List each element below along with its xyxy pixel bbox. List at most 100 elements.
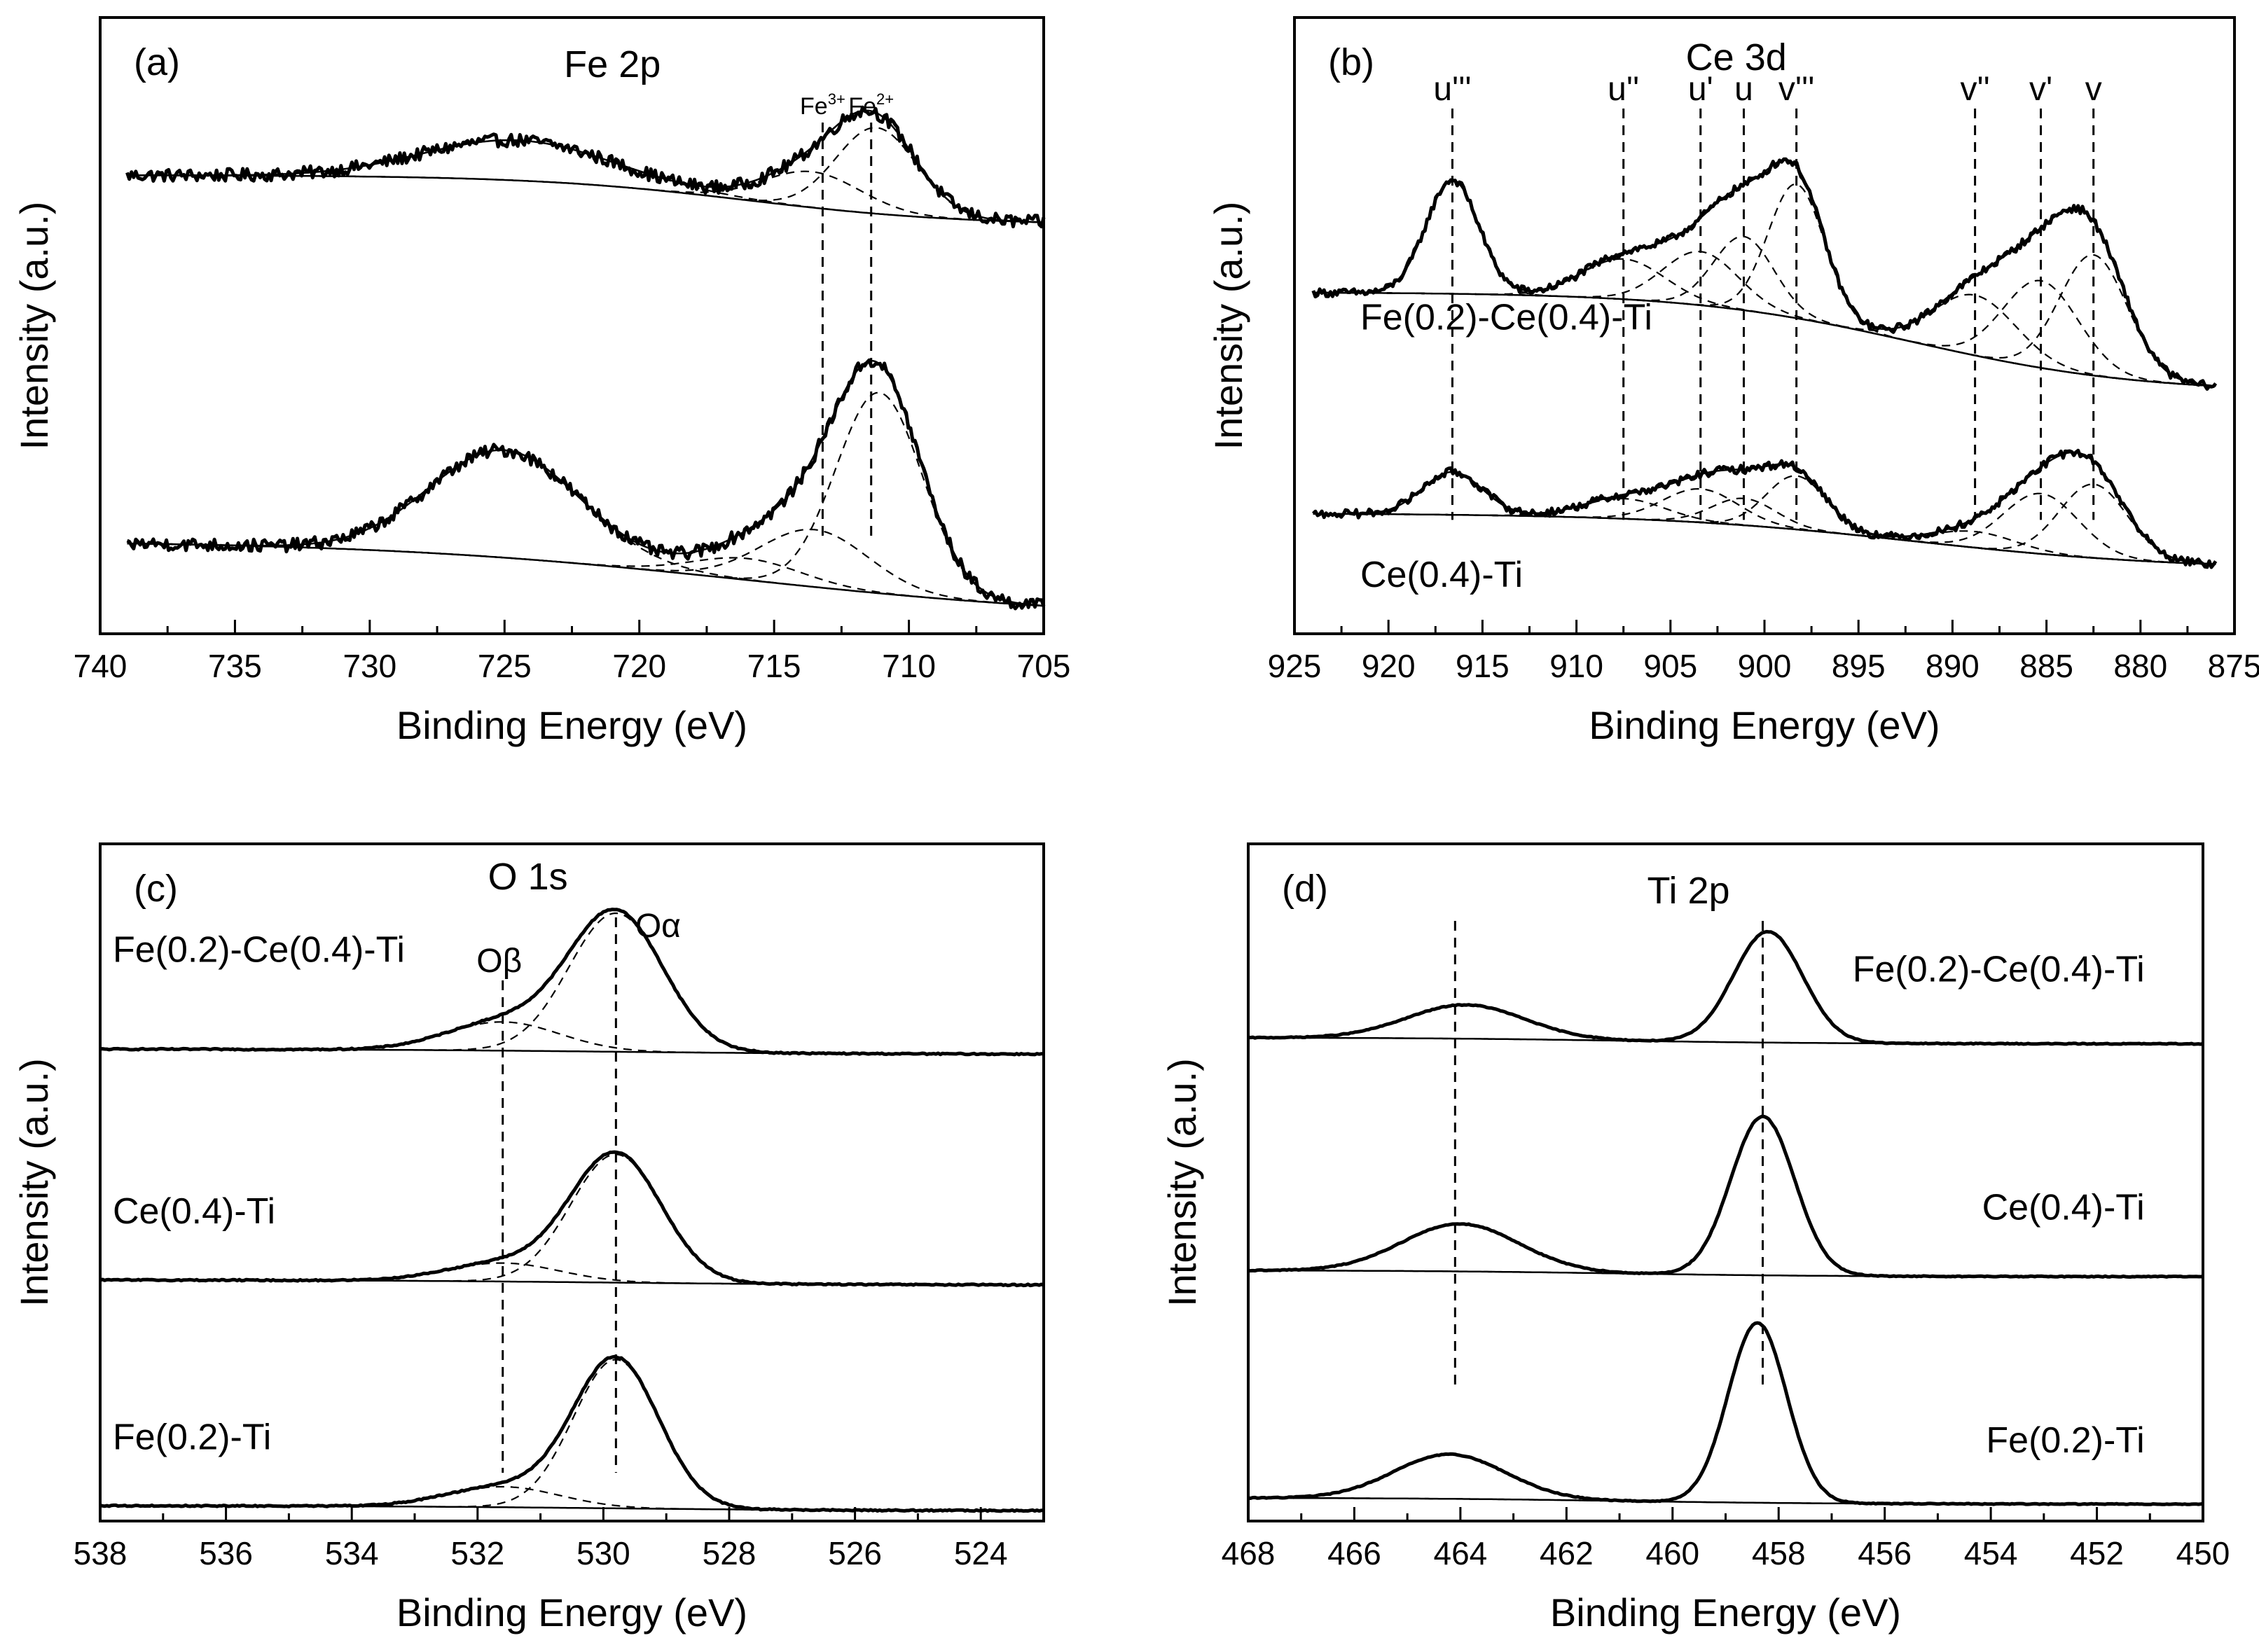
- x-axis-title: Binding Energy (eV): [1550, 1590, 1901, 1634]
- fit-component: [1248, 1004, 2203, 1045]
- x-tick-label: 915: [1456, 648, 1510, 684]
- x-tick-label: 710: [882, 648, 936, 684]
- x-tick-label: 890: [1926, 648, 1980, 684]
- series-Ce(0.4)-Ti: Ce(0.4)-Ti: [1312, 448, 2218, 595]
- fit-component: [1313, 254, 2216, 387]
- x-tick-label: 460: [1645, 1535, 1699, 1571]
- series-Fe(0.2)-Ce(0.4)-Ti: Fe(0.2)-Ce(0.4)-Ti: [1248, 929, 2204, 1046]
- panel-b: 925 920 915 910 905 900 895 890 885 880 875 Binding…: [1206, 16, 2259, 747]
- x-tick-label: 885: [2019, 648, 2073, 684]
- axis-frame: [99, 16, 1045, 635]
- x-tick-label: 524: [954, 1535, 1008, 1571]
- fit-component: [100, 1021, 1044, 1055]
- series-lower: [126, 358, 1046, 611]
- x-tick-label: 456: [1858, 1535, 1912, 1571]
- fit-component: [100, 1262, 1044, 1286]
- panel-title: Ti 2p: [1647, 870, 1729, 912]
- fit-component: [1248, 1223, 2203, 1277]
- peak-label: u: [1734, 71, 1753, 108]
- series-label: Ce(0.4)-Ti: [1360, 555, 1523, 595]
- panel-a: 740 735 730 725 720 715 710 705 Binding Energy (…: [12, 16, 1071, 747]
- x-tick-label: 875: [2208, 648, 2259, 684]
- x-tick-label: 532: [450, 1535, 504, 1571]
- fit-component: [1313, 475, 2216, 565]
- x-tick-label: 720: [612, 648, 666, 684]
- x-tick-label: 730: [343, 648, 396, 684]
- x-tick-label: 464: [1434, 1535, 1488, 1571]
- x-tick-label: 462: [1540, 1535, 1594, 1571]
- x-tick-label: 534: [325, 1535, 379, 1571]
- peak-label: v': [2029, 71, 2052, 108]
- fit-component: [1313, 492, 2216, 565]
- x-tick-label: 900: [1738, 648, 1792, 684]
- background-line: [127, 174, 1044, 223]
- panel-title: Ce 3d: [1686, 36, 1787, 78]
- spectrum-line: [1248, 1321, 2204, 1506]
- peak-label: Fe3+: [800, 90, 845, 120]
- peak-label: v''': [1778, 71, 1815, 108]
- x-tick-label: 528: [703, 1535, 757, 1571]
- fit-component: [1313, 179, 2216, 387]
- peak-label: Oα: [635, 908, 681, 945]
- panel-tag: (a): [134, 41, 180, 83]
- background-line: [127, 542, 1044, 607]
- series-label: Ce(0.4)-Ti: [113, 1191, 275, 1232]
- peak-label: u': [1688, 71, 1713, 108]
- x-tick-label: 880: [2113, 648, 2167, 684]
- x-tick-label: 735: [208, 648, 262, 684]
- x-axis-title: Binding Energy (eV): [1589, 703, 1940, 747]
- series-Ce(0.4)-Ti: Ce(0.4)-Ti: [99, 1150, 1044, 1288]
- peak-label-superscript: 3+: [828, 90, 845, 108]
- series-label: Fe(0.2)-Ce(0.4)-Ti: [1853, 949, 2145, 990]
- series-label: Ce(0.4)-Ti: [1982, 1187, 2145, 1228]
- panel-title: O 1s: [488, 856, 568, 898]
- x-axis-title: Binding Energy (eV): [396, 703, 747, 747]
- fit-envelope: [1313, 158, 2216, 387]
- x-tick-label: 536: [199, 1535, 253, 1571]
- series-Fe(0.2)-Ti: Fe(0.2)-Ti: [1248, 1321, 2204, 1506]
- series-label: Fe(0.2)-Ti: [113, 1417, 271, 1457]
- series-upper: [125, 105, 1046, 229]
- peak-label: u'': [1608, 71, 1639, 108]
- y-axis-title: Intensity (a.u.): [12, 1058, 56, 1307]
- series-label: Fe(0.2)-Ce(0.4)-Ti: [113, 929, 405, 970]
- spectrum-line: [1248, 1114, 2204, 1279]
- series-Fe(0.2)-Ti: Fe(0.2)-Ti: [99, 1354, 1044, 1513]
- x-tick-label: 538: [74, 1535, 127, 1571]
- x-tick-label: 450: [2176, 1535, 2230, 1571]
- x-tick-label: 466: [1327, 1535, 1381, 1571]
- x-tick-label: 454: [1964, 1535, 2018, 1571]
- series-label: Fe(0.2)-Ce(0.4)-Ti: [1360, 298, 1652, 338]
- series-label: Fe(0.2)-Ti: [1986, 1420, 2144, 1461]
- x-tick-label: 530: [576, 1535, 630, 1571]
- x-tick-label: 740: [74, 648, 127, 684]
- panel-tag: (d): [1282, 868, 1328, 910]
- x-tick-label: 905: [1643, 648, 1697, 684]
- fit-component: [127, 449, 1044, 607]
- series-Fe(0.2)-Ce(0.4)-Ti: Fe(0.2)-Ce(0.4)-Ti: [99, 908, 1044, 1057]
- fit-envelope: [127, 359, 1044, 607]
- x-axis-title: Binding Energy (eV): [396, 1590, 747, 1634]
- panel-title: Fe 2p: [564, 43, 661, 85]
- spectrum-line: [99, 1150, 1044, 1288]
- spectrum-line: [1312, 448, 2218, 569]
- peak-label: Oβ: [476, 943, 522, 980]
- spectrum-line: [125, 105, 1046, 229]
- x-tick-label: 458: [1752, 1535, 1806, 1571]
- x-tick-label: 468: [1222, 1535, 1276, 1571]
- y-axis-title: Intensity (a.u.): [1160, 1058, 1204, 1307]
- panel-tag: (c): [134, 868, 178, 910]
- fit-component: [1248, 1321, 2203, 1505]
- fit-envelope: [127, 109, 1044, 223]
- spectrum-line: [99, 1354, 1044, 1513]
- peak-label: v: [2085, 71, 2102, 108]
- x-tick-label: 452: [2070, 1535, 2124, 1571]
- x-tick-label: 715: [747, 648, 801, 684]
- axis-frame: [99, 842, 1045, 1522]
- peak-label: u''': [1433, 71, 1471, 108]
- fit-component: [127, 542, 1044, 607]
- x-tick-label: 705: [1017, 648, 1071, 684]
- x-tick-label: 910: [1549, 648, 1603, 684]
- spectrum-line: [1248, 929, 2204, 1046]
- fit-envelope: [1248, 1321, 2203, 1506]
